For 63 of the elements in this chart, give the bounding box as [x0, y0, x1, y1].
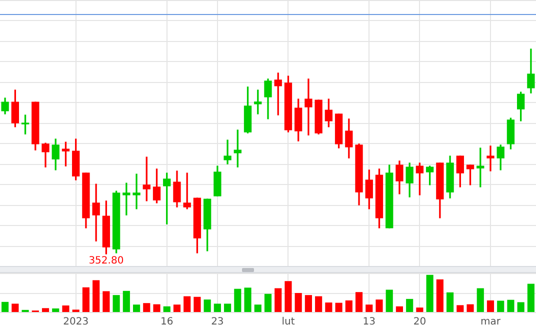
bar	[466, 304, 474, 312]
bar	[436, 279, 444, 312]
bar	[82, 287, 90, 312]
bar	[224, 304, 232, 312]
bar	[264, 294, 272, 312]
candlestick	[224, 140, 232, 164]
bar	[163, 306, 170, 312]
bar	[274, 288, 282, 312]
candlestick	[486, 146, 494, 172]
bar	[194, 296, 201, 312]
bar	[406, 298, 414, 312]
bar	[486, 300, 494, 312]
bar	[143, 303, 150, 312]
x-tick-label: lut	[282, 316, 295, 328]
bar	[426, 274, 434, 312]
bar	[12, 304, 19, 312]
bar	[244, 288, 252, 312]
bar	[315, 296, 322, 312]
bar	[254, 304, 262, 312]
x-tick-label: 2023	[63, 316, 89, 328]
bar	[376, 300, 383, 312]
bar	[112, 295, 120, 312]
bar	[184, 296, 191, 312]
bar	[476, 288, 484, 312]
bar	[62, 305, 70, 312]
bar	[386, 290, 393, 312]
bar	[416, 308, 424, 312]
bar	[396, 306, 404, 312]
x-tick-label: 23	[211, 316, 224, 328]
bar	[92, 280, 100, 312]
x-tick-label: 20	[413, 316, 426, 328]
x-tick-label: mar	[480, 316, 502, 328]
bar	[42, 308, 50, 312]
bar	[325, 302, 332, 312]
bar	[497, 300, 504, 312]
bar	[204, 300, 211, 312]
bar	[345, 300, 352, 312]
bar	[527, 284, 534, 312]
bar	[446, 292, 454, 312]
bar	[173, 304, 181, 312]
bar	[294, 292, 302, 312]
bar	[132, 304, 140, 312]
bar	[366, 304, 373, 312]
bar	[52, 308, 60, 312]
bar	[507, 300, 514, 312]
bar	[304, 295, 312, 312]
bar	[122, 290, 130, 312]
bar	[234, 288, 242, 312]
candlestick	[92, 184, 100, 242]
bar	[335, 302, 342, 312]
bar	[214, 304, 221, 312]
bar	[2, 302, 9, 312]
bar	[355, 292, 363, 312]
bar	[284, 281, 292, 312]
bar	[102, 291, 110, 312]
candlestick	[304, 78, 312, 136]
bar	[517, 302, 524, 312]
x-tick-label: 16	[160, 316, 174, 328]
candlestick	[132, 174, 140, 210]
annotation: 352.80	[88, 256, 124, 267]
bar	[153, 304, 160, 312]
x-tick-label: 13	[362, 316, 376, 328]
bar	[456, 305, 464, 312]
